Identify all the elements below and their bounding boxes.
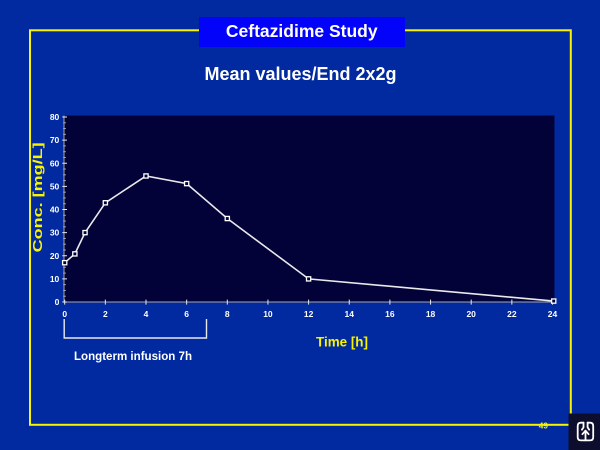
svg-text:20: 20 [466, 309, 476, 319]
svg-text:30: 30 [50, 228, 60, 238]
svg-text:0: 0 [62, 309, 67, 319]
svg-text:6: 6 [184, 309, 189, 319]
svg-text:49: 49 [539, 421, 549, 431]
svg-text:22: 22 [507, 309, 517, 319]
svg-text:8: 8 [225, 309, 230, 319]
svg-text:16: 16 [385, 309, 395, 319]
svg-text:Conc. [mg/L]: Conc. [mg/L] [30, 142, 45, 252]
svg-text:Longterm infusion 7h: Longterm infusion 7h [74, 349, 192, 363]
svg-text:20: 20 [50, 251, 60, 261]
svg-text:60: 60 [50, 158, 60, 168]
svg-text:70: 70 [50, 135, 60, 145]
svg-text:10: 10 [50, 274, 60, 284]
svg-text:14: 14 [345, 309, 355, 319]
svg-text:0: 0 [55, 297, 60, 307]
svg-text:18: 18 [426, 309, 436, 319]
svg-text:10: 10 [263, 309, 273, 319]
svg-text:12: 12 [304, 309, 314, 319]
svg-text:2: 2 [103, 309, 108, 319]
svg-text:40: 40 [50, 205, 60, 215]
svg-text:Time [h]: Time [h] [316, 334, 368, 350]
svg-text:50: 50 [50, 181, 60, 191]
svg-text:24: 24 [548, 309, 558, 319]
svg-text:4: 4 [144, 309, 149, 319]
svg-text:80: 80 [50, 112, 60, 122]
